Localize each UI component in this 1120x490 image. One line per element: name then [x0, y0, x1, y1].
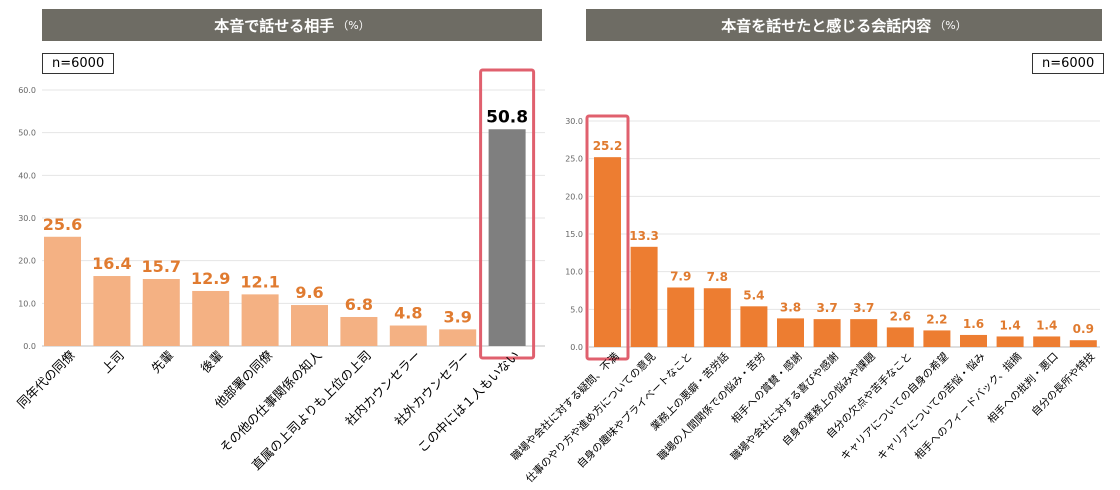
right-chart-sample-size: n=6000	[1032, 53, 1105, 74]
right-highlight-frame	[585, 114, 630, 361]
left-bar	[241, 294, 279, 346]
left-data-label: 6.8	[345, 295, 373, 314]
left-chart-sample-size: n=6000	[42, 53, 115, 74]
right-bar	[850, 319, 878, 347]
left-data-label: 50.8	[486, 107, 528, 127]
left-highlight-frame	[479, 68, 536, 360]
right-bar	[1069, 340, 1097, 347]
right-data-label: 13.3	[629, 229, 659, 243]
left-y-tick-label: 40.0	[18, 171, 36, 180]
right-bar	[813, 319, 841, 347]
left-chart-unit: （%）	[337, 19, 370, 32]
left-category-label: 後輩	[198, 348, 226, 376]
left-bar	[340, 316, 378, 346]
right-data-label: 7.8	[707, 270, 728, 284]
left-y-tick-label: 20.0	[18, 257, 36, 266]
left-category-label: 上司	[99, 348, 127, 376]
left-bar	[192, 290, 230, 346]
right-bar	[667, 287, 695, 347]
right-data-label: 2.6	[890, 309, 911, 323]
right-bar	[703, 288, 731, 347]
left-bar	[488, 129, 526, 346]
left-bar	[291, 305, 328, 346]
left-data-label: 25.6	[43, 215, 82, 234]
right-data-label: 3.8	[780, 300, 801, 314]
right-category-label: 相手への批判・悪口	[985, 350, 1061, 426]
right-bar	[1033, 336, 1061, 347]
right-category-label: 仕事のやり方や進め方についての意見	[523, 350, 659, 486]
right-y-tick-label: 20.0	[565, 192, 583, 201]
left-data-label: 12.1	[240, 272, 279, 291]
right-data-label: 25.2	[593, 139, 623, 153]
right-data-label: 1.4	[999, 318, 1020, 332]
left-y-tick-label: 10.0	[18, 299, 36, 308]
right-data-label: 7.9	[670, 269, 691, 283]
right-bar	[960, 334, 987, 347]
right-y-tick-label: 10.0	[565, 268, 583, 277]
right-y-tick-label: 30.0	[565, 117, 583, 126]
left-y-tick-label: 30.0	[18, 214, 36, 223]
left-data-label: 16.4	[92, 254, 131, 273]
left-chart-title-bar: 本音で話せる相手 （%）	[42, 9, 542, 41]
right-bar	[740, 306, 768, 347]
left-data-label: 4.8	[394, 304, 422, 323]
right-category-label: 相手への賞賛・感謝	[729, 350, 805, 426]
left-chart-title: 本音で話せる相手	[214, 16, 335, 35]
left-y-tick-label: 0.0	[23, 342, 36, 351]
right-chart-title-bar: 本音を話せたと感じる会話内容 （%）	[586, 9, 1102, 41]
left-bar	[439, 329, 477, 346]
left-data-label: 12.9	[191, 269, 230, 288]
right-data-label: 5.4	[743, 288, 764, 302]
right-data-label: 1.6	[963, 317, 984, 331]
right-chart-unit: （%）	[934, 19, 967, 32]
right-data-label: 3.7	[853, 301, 874, 315]
left-bar	[142, 279, 180, 346]
right-bar	[996, 336, 1024, 347]
right-y-tick-label: 0.0	[570, 343, 583, 352]
left-category-label: 先輩	[148, 348, 176, 376]
right-bar	[630, 246, 658, 347]
left-bar	[93, 276, 131, 346]
left-bar	[389, 325, 427, 346]
left-data-label: 3.9	[444, 307, 472, 326]
right-y-tick-label: 15.0	[565, 230, 583, 239]
right-category-label: 自分の長所や特技	[1029, 350, 1098, 419]
right-y-tick-label: 5.0	[570, 305, 583, 314]
right-bar	[886, 327, 914, 347]
right-chart-title: 本音を話せたと感じる会話内容	[721, 16, 932, 35]
right-bar	[923, 330, 951, 347]
right-y-tick-label: 25.0	[565, 155, 583, 164]
left-bar	[44, 236, 81, 346]
left-data-label: 9.6	[295, 283, 323, 302]
right-data-label: 1.4	[1036, 318, 1057, 332]
right-data-label: 2.2	[926, 312, 947, 326]
right-data-label: 3.7	[816, 301, 837, 315]
left-y-tick-label: 50.0	[18, 129, 36, 138]
right-bar	[594, 157, 621, 347]
right-data-label: 0.9	[1073, 322, 1094, 336]
left-category-label: この中には１人もいない	[415, 348, 523, 456]
right-bar	[777, 318, 804, 347]
left-data-label: 15.7	[142, 257, 181, 276]
left-category-label: 同年代の同僚	[14, 347, 78, 411]
left-y-tick-label: 60.0	[18, 86, 36, 95]
